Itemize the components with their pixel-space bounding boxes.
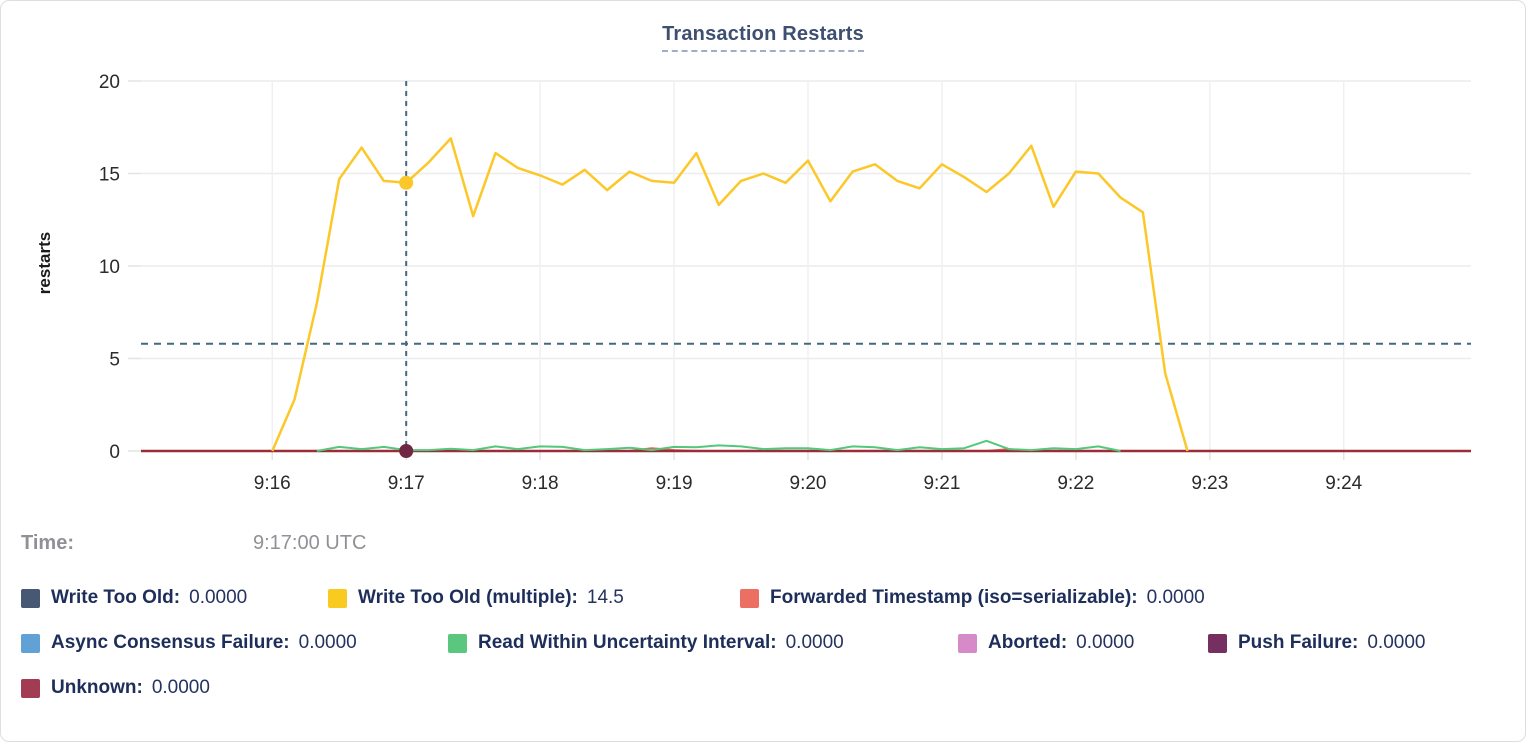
legend-swatch <box>448 633 467 653</box>
legend-label: Aborted: <box>988 632 1068 653</box>
y-tick-label: 5 <box>109 350 120 371</box>
x-tick-label: 9:24 <box>1325 473 1362 494</box>
legend-label: Push Failure: <box>1238 632 1359 653</box>
x-tick-label: 9:16 <box>254 473 291 494</box>
legend-row-1: Write Too Old: 0.0000 Write Too Old (multi… <box>21 587 1515 609</box>
legend-swatch <box>958 633 977 653</box>
legend-item[interactable]: Write Too Old: 0.0000 <box>21 587 328 609</box>
legend-value: 0.0000 <box>785 632 844 653</box>
x-tick-label: 9:20 <box>790 473 827 494</box>
series-line <box>316 439 1121 452</box>
legend-value: 0.0000 <box>189 587 248 608</box>
legend-label: Async Consensus Failure: <box>51 632 290 653</box>
legend-item[interactable]: Aborted: 0.0000 <box>958 632 1208 654</box>
legend-label: Unknown: <box>51 677 143 698</box>
series-line <box>271 137 1189 452</box>
hover-point-dot <box>399 175 414 190</box>
legend-item[interactable]: Unknown: 0.0000 <box>21 677 210 699</box>
legend-label: Read Within Uncertainty Interval: <box>478 632 777 653</box>
x-tick-label: 9:21 <box>923 473 960 494</box>
legend-label: Write Too Old (multiple): <box>358 587 578 608</box>
x-tick-label: 9:23 <box>1191 473 1228 494</box>
legend-row-2: Async Consensus Failure: 0.0000 Read Withi… <box>21 632 1515 654</box>
legend-item[interactable]: Push Failure: 0.0000 <box>1208 632 1425 654</box>
legend-value: 0.0000 <box>1367 632 1426 653</box>
legend-swatch <box>1208 633 1227 653</box>
line-chart-plot-area[interactable]: 0 5 10 15 20 9:16 9:17 9:18 9:19 9:20 9:21 9:22 9:23… <box>1 1 1526 521</box>
legend-swatch <box>328 588 347 608</box>
legend-swatch <box>740 588 759 608</box>
legend-swatch <box>21 588 40 608</box>
time-value: 9:17:00 UTC <box>253 532 367 554</box>
chart-title-wrap: Transaction Restarts <box>1 23 1525 52</box>
legend-label: Forwarded Timestamp (iso=serializable): <box>770 587 1138 608</box>
legend-label: Write Too Old: <box>51 587 181 608</box>
x-tick-label: 9:19 <box>656 473 693 494</box>
legend-value: 0.0000 <box>1146 587 1205 608</box>
legend-item[interactable]: Async Consensus Failure: 0.0000 <box>21 632 448 654</box>
hover-point-dot <box>399 444 414 458</box>
y-tick-label: 20 <box>99 72 120 93</box>
chart-title[interactable]: Transaction Restarts <box>662 23 864 52</box>
x-tick-label: 9:17 <box>388 473 425 494</box>
y-tick-label: 15 <box>99 165 120 186</box>
time-label: Time: <box>21 532 74 554</box>
legend-row-3: Unknown: 0.0000 <box>21 677 1515 699</box>
legend-item[interactable]: Forwarded Timestamp (iso=serializable): 0… <box>740 587 1205 609</box>
x-tick-label: 9:18 <box>522 473 559 494</box>
legend-swatch <box>21 678 40 698</box>
legend-value: 14.5 <box>586 587 624 608</box>
legend-item[interactable]: Write Too Old (multiple): 14.5 <box>328 587 740 609</box>
legend-item[interactable]: Read Within Uncertainty Interval: 0.0000 <box>448 632 958 654</box>
hover-time-row: Time: 9:17:00 UTC <box>21 532 721 555</box>
legend-value: 0.0000 <box>151 677 210 698</box>
x-tick-label: 9:22 <box>1057 473 1094 494</box>
y-tick-label: 0 <box>109 442 120 463</box>
y-tick-label: 10 <box>99 257 120 278</box>
legend-value: 0.0000 <box>1076 632 1135 653</box>
legend-swatch <box>21 633 40 653</box>
legend-value: 0.0000 <box>298 632 357 653</box>
